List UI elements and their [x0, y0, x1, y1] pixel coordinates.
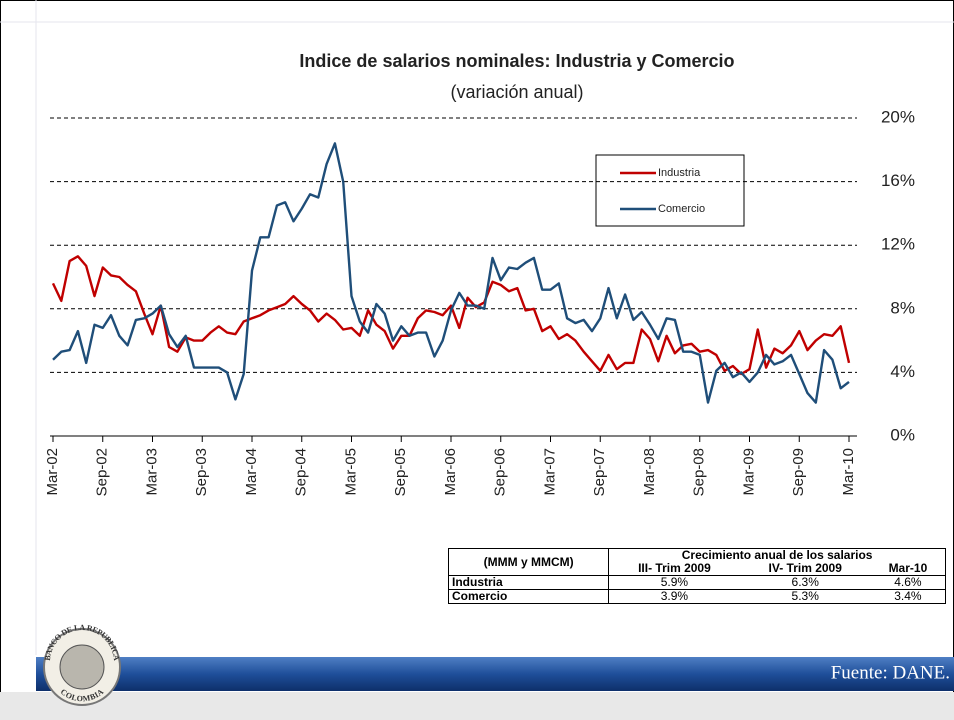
x-tick-label: Sep-03: [193, 448, 210, 496]
logo: BANCO DE LA REPUBLICA COLOMBIA: [43, 623, 121, 706]
source: Fuente: DANE.: [831, 662, 950, 683]
x-tick-label: Mar-09: [740, 448, 757, 496]
bottom-band: [0, 692, 954, 720]
x-tick-label: Sep-04: [293, 448, 310, 496]
legend-label: Industria: [658, 167, 701, 179]
y-tick-label: 20%: [881, 107, 915, 126]
y-tick-label: 0%: [890, 425, 915, 444]
x-tick-label: Mar-08: [641, 448, 658, 496]
table-cell: 6.3%: [739, 575, 871, 590]
table-subheader: Mar-10: [870, 562, 946, 576]
x-tick-label: Mar-03: [143, 448, 160, 496]
table-cell: 4.6%: [870, 575, 946, 590]
legend-label: Comercio: [658, 203, 705, 215]
footer-bar: [36, 657, 954, 691]
chart-title: Indice de salarios nominales: Industria …: [299, 51, 734, 71]
summary-table: (MMM y MMCM) Crecimiento anual de los sa…: [447, 548, 946, 604]
table-header: Crecimiento anual de los salarios: [608, 548, 946, 562]
series-line: [52, 142, 850, 404]
table-row-label: Industria: [447, 575, 610, 590]
x-tick-label: Mar-07: [541, 448, 558, 496]
x-tick-label: Mar-02: [44, 448, 61, 496]
table-cell: 3.4%: [870, 589, 946, 604]
table-header: (MMM y MMCM): [447, 548, 610, 576]
y-tick-label: 4%: [890, 362, 915, 381]
y-tick-label: 12%: [881, 235, 915, 254]
x-tick-label: Mar-04: [243, 448, 260, 496]
x-tick-label: Mar-06: [442, 448, 459, 496]
x-tick-label: Sep-08: [691, 448, 708, 496]
table-subheader: IV- Trim 2009: [768, 561, 842, 575]
x-tick-label: Mar-05: [342, 448, 359, 496]
table-cell: 5.9%: [608, 575, 740, 590]
x-tick-label: Sep-06: [492, 448, 509, 496]
x-tick-label: Sep-09: [790, 448, 807, 496]
table-cell: 3.9%: [608, 589, 740, 604]
table-cell: 5.3%: [739, 589, 871, 604]
table-row-label: Comercio: [447, 589, 610, 604]
x-tick-label: Sep-02: [94, 448, 111, 496]
legend: [595, 154, 745, 227]
table-subheader: III- Trim 2009: [638, 561, 711, 575]
x-tick-label: Mar-10: [840, 448, 857, 496]
y-tick-label: 16%: [881, 171, 915, 190]
chart-subtitle: (variación anual): [450, 82, 583, 102]
x-tick-label: Sep-05: [392, 448, 409, 496]
y-tick-label: 8%: [890, 298, 915, 317]
x-tick-label: Sep-07: [591, 448, 608, 496]
